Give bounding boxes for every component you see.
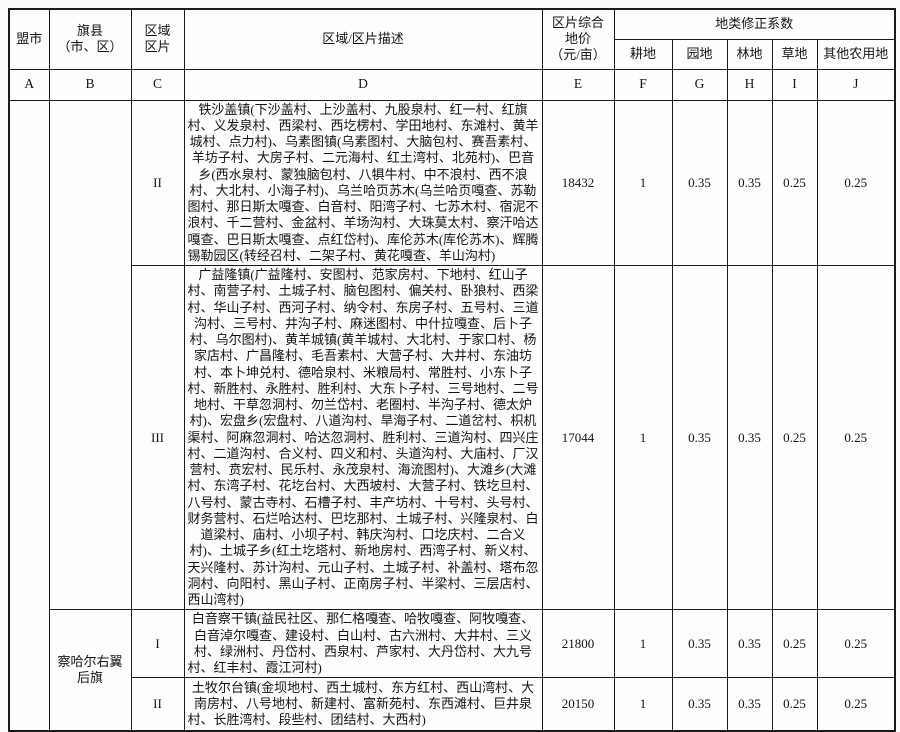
- document-page: 盟市 旗县 （市、区） 区域 区片 区域/区片描述 区片综合 地价 （元/亩） …: [8, 8, 897, 732]
- column-letter-i: I: [771, 68, 818, 101]
- header-cell-lindi: 林地: [726, 38, 773, 70]
- land-price-table: 盟市 旗县 （市、区） 区域 区片 区域/区片描述 区片综合 地价 （元/亩） …: [8, 8, 897, 732]
- header-cell-quyu-qupian: 区域 区片: [130, 8, 185, 70]
- coef-yuandi-cell: 0.35: [671, 677, 728, 732]
- column-letter-b: B: [48, 68, 132, 101]
- column-letter-a: A: [8, 68, 50, 101]
- column-letter-g: G: [671, 68, 728, 101]
- header-cell-caodi: 草地: [771, 38, 818, 70]
- description-cell: 白音察干镇(益民社区、那仁格嘎查、哈牧嘎查、阿牧嘎查、白音淖尔嘎查、建设村、白山…: [183, 609, 543, 679]
- coef-caodi-cell: 0.25: [771, 264, 818, 611]
- zone-cell: I: [130, 609, 185, 679]
- coef-qita-cell: 0.25: [816, 609, 896, 679]
- qixian-cell-banner: 察哈尔右翼后旗: [48, 609, 132, 732]
- mengshi-cell-empty: [8, 99, 50, 732]
- header-cell-qixian: 旗县 （市、区）: [48, 8, 132, 70]
- coef-lindi-cell: 0.35: [726, 677, 773, 732]
- table-row: II 土牧尔台镇(金坝地村、西土城村、东方红村、西山湾村、大南房村、八号地村、新…: [9, 677, 896, 732]
- column-letter-h: H: [726, 68, 773, 101]
- price-cell: 18432: [541, 99, 615, 266]
- description-cell: 铁沙盖镇(下沙盖村、上沙盖村、九股泉村、红一村、红旗村、义发泉村、西梁村、西圪楞…: [183, 99, 543, 266]
- coef-gengdi-cell: 1: [613, 264, 673, 611]
- header-cell-price: 区片综合 地价 （元/亩）: [541, 8, 615, 70]
- coef-yuandi-cell: 0.35: [671, 99, 728, 266]
- column-letter-c: C: [130, 68, 185, 101]
- header-cell-qita: 其他农用地: [816, 38, 896, 70]
- column-letter-e: E: [541, 68, 615, 101]
- coef-yuandi-cell: 0.35: [671, 264, 728, 611]
- coef-qita-cell: 0.25: [816, 264, 896, 611]
- coef-gengdi-cell: 1: [613, 677, 673, 732]
- coef-gengdi-cell: 1: [613, 99, 673, 266]
- coef-caodi-cell: 0.25: [771, 99, 818, 266]
- zone-cell: II: [130, 99, 185, 266]
- header-cell-yuandi: 园地: [671, 38, 728, 70]
- description-cell: 广益隆镇(广益隆村、安图村、范家房村、下地村、红山子村、南营子村、土城子村、脑包…: [183, 264, 543, 611]
- header-cell-gengdi: 耕地: [613, 38, 673, 70]
- coef-gengdi-cell: 1: [613, 609, 673, 679]
- coef-caodi-cell: 0.25: [771, 609, 818, 679]
- zone-cell: III: [130, 264, 185, 611]
- coef-yuandi-cell: 0.35: [671, 609, 728, 679]
- price-cell: 20150: [541, 677, 615, 732]
- price-cell: 17044: [541, 264, 615, 611]
- header-cell-mengshi: 盟市: [8, 8, 50, 70]
- coef-caodi-cell: 0.25: [771, 677, 818, 732]
- column-letter-d: D: [183, 68, 543, 101]
- header-cell-coefficient-group: 地类修正系数: [613, 8, 896, 40]
- coef-qita-cell: 0.25: [816, 99, 896, 266]
- column-letter-f: F: [613, 68, 673, 101]
- table-row: III 广益隆镇(广益隆村、安图村、范家房村、下地村、红山子村、南营子村、土城子…: [9, 264, 896, 611]
- zone-cell: II: [130, 677, 185, 732]
- table-row: 察哈尔右翼后旗 I 白音察干镇(益民社区、那仁格嘎查、哈牧嘎查、阿牧嘎查、白音淖…: [9, 609, 896, 732]
- coef-lindi-cell: 0.35: [726, 609, 773, 679]
- coef-qita-cell: 0.25: [816, 677, 896, 732]
- qixian-cell-empty: [48, 99, 132, 611]
- table-row: II 铁沙盖镇(下沙盖村、上沙盖村、九股泉村、红一村、红旗村、义发泉村、西梁村、…: [8, 99, 896, 732]
- header-cell-description: 区域/区片描述: [183, 8, 543, 70]
- coef-lindi-cell: 0.35: [726, 99, 773, 266]
- column-letter-j: J: [816, 68, 896, 101]
- description-cell: 土牧尔台镇(金坝地村、西土城村、东方红村、西山湾村、大南房村、八号地村、新建村、…: [183, 677, 543, 732]
- coef-lindi-cell: 0.35: [726, 264, 773, 611]
- price-cell: 21800: [541, 609, 615, 679]
